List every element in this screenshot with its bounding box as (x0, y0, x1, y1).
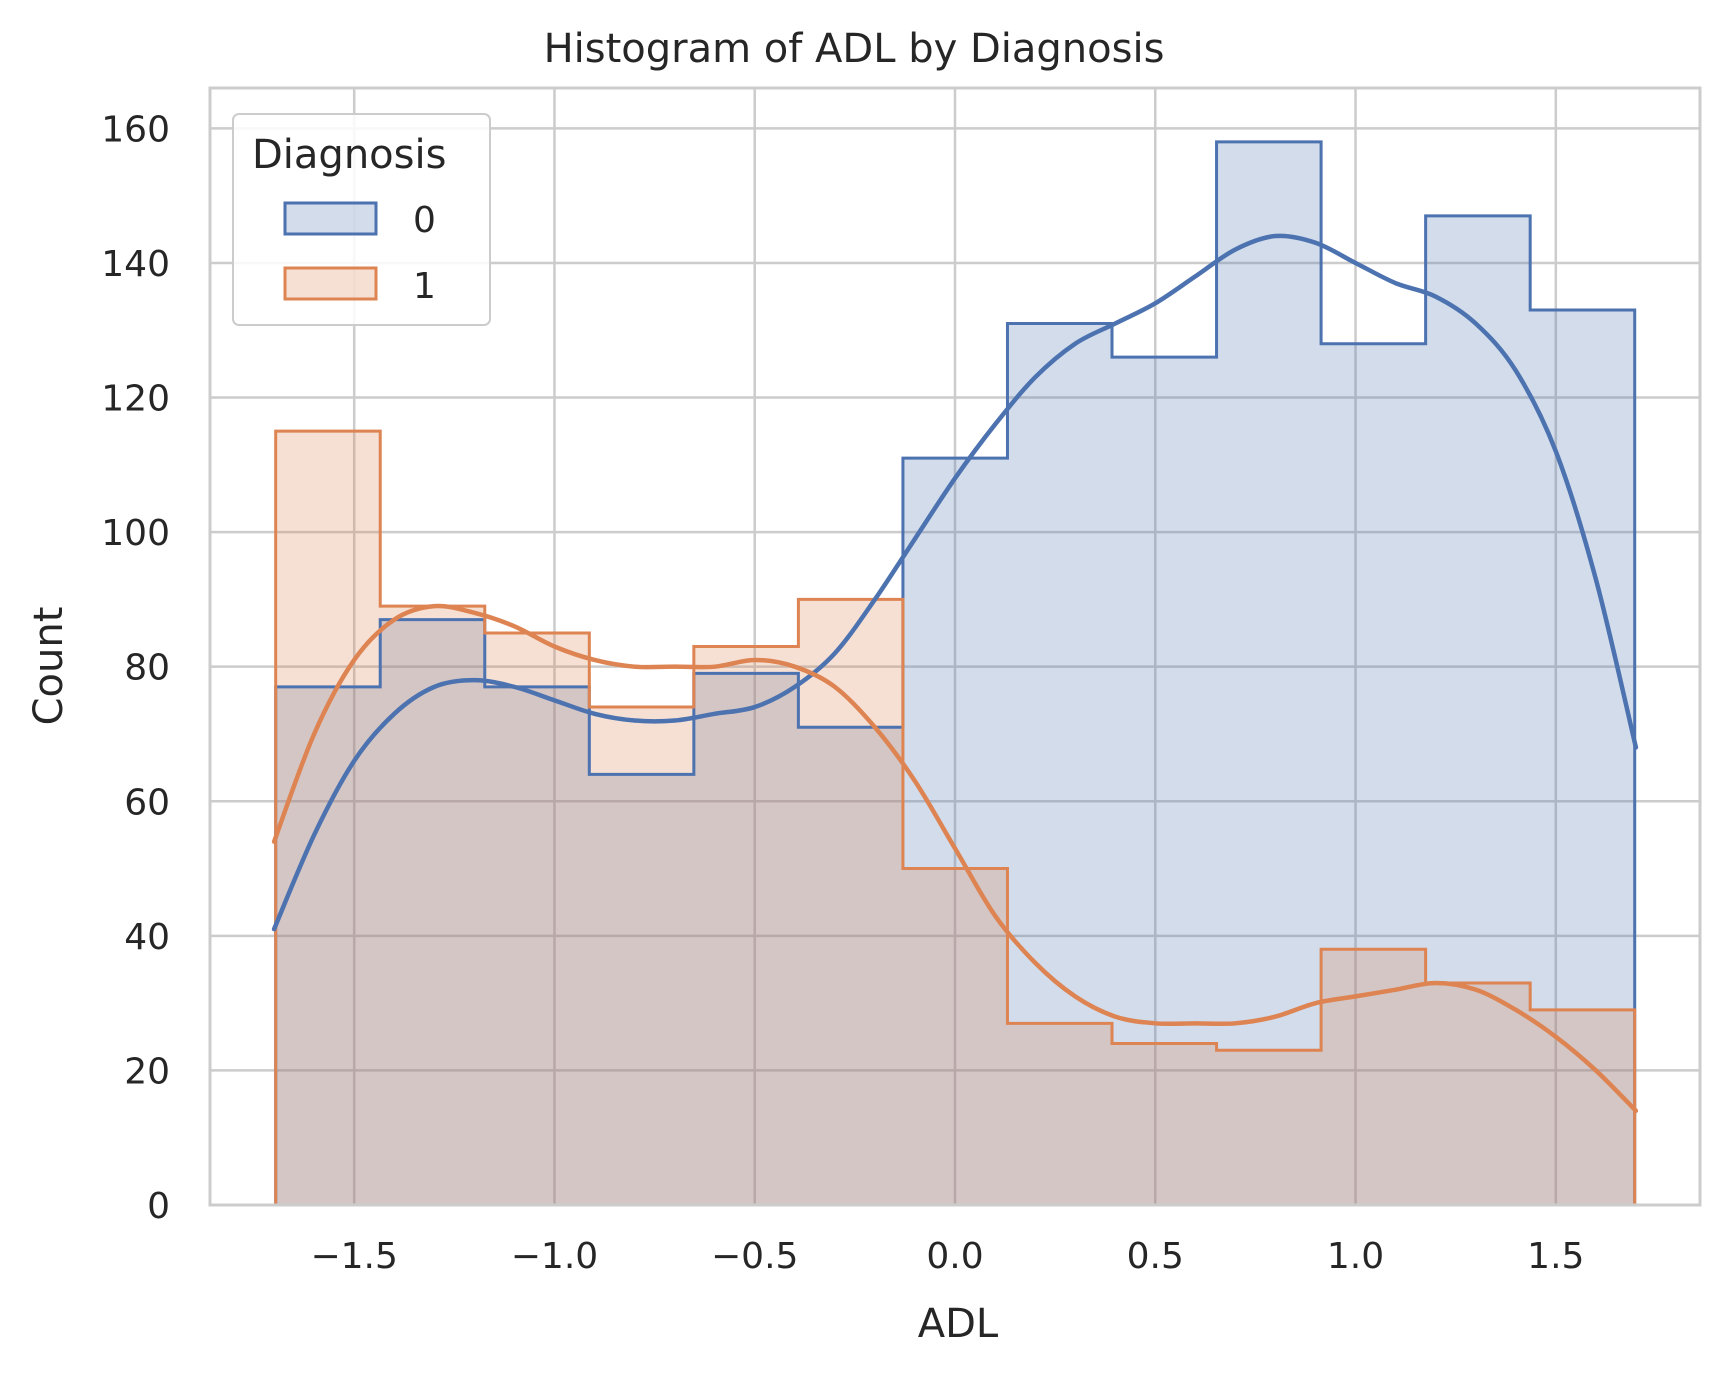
legend-swatch-1 (283, 266, 378, 301)
chart-title: Histogram of ADL by Diagnosis (544, 26, 1165, 72)
x-axis-label: ADL (918, 1301, 999, 1347)
histogram-fills (275, 141, 1635, 1206)
y-axis-ticks: 0 20 40 60 80 100 120 140 160 (101, 109, 170, 1227)
legend-title: Diagnosis (252, 132, 446, 178)
legend-label-0: 0 (413, 200, 436, 241)
x-tick-label: −1.0 (511, 1236, 598, 1277)
kde-curve-1 (271, 603, 1639, 1114)
histogram-outline-1 (274, 429, 1637, 1205)
y-tick-label: 60 (124, 782, 170, 823)
histogram-fill-0 (275, 141, 1635, 1206)
y-tick-label: 160 (101, 109, 170, 150)
y-tick-label: 140 (101, 244, 170, 285)
legend: Diagnosis 0 1 (232, 113, 491, 326)
legend-label-1: 1 (413, 266, 436, 307)
x-tick-label: −1.5 (310, 1236, 397, 1277)
y-axis-label: Count (26, 607, 72, 726)
legend-frame (232, 113, 491, 326)
y-tick-label: 100 (101, 513, 170, 554)
plot-frame (208, 86, 1702, 1207)
y-tick-label: 40 (124, 917, 170, 958)
y-tick-label: 120 (101, 379, 170, 420)
x-tick-label: 0.0 (926, 1236, 983, 1277)
histogram-outline-0 (274, 140, 1637, 1205)
x-tick-label: 0.5 (1127, 1236, 1184, 1277)
y-tick-label: 20 (124, 1051, 170, 1092)
legend-swatch-0 (283, 201, 378, 236)
x-tick-label: 1.5 (1527, 1236, 1584, 1277)
y-tick-label: 0 (147, 1186, 170, 1227)
kde-curves (271, 233, 1639, 1114)
y-tick-label: 80 (124, 648, 170, 689)
x-tick-label: −0.5 (711, 1236, 798, 1277)
histogram-fill-1 (275, 431, 1635, 1206)
histogram-outlines (274, 140, 1637, 1205)
x-axis-ticks: −1.5 −1.0 −0.5 0.0 0.5 1.0 1.5 (310, 1236, 1584, 1277)
x-tick-label: 1.0 (1327, 1236, 1384, 1277)
kde-curve-0 (271, 233, 1639, 932)
